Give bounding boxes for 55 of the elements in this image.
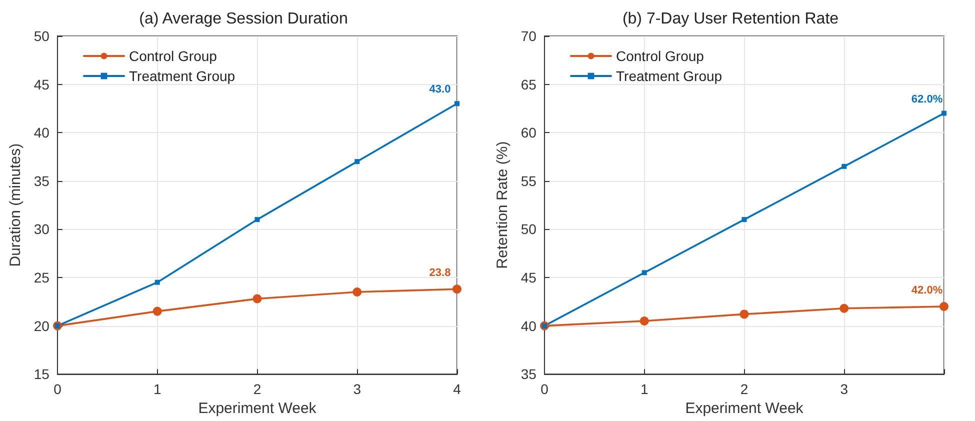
data-label: 42.0% [911, 284, 943, 296]
chart-title: (a) Average Session Duration [139, 10, 348, 28]
x-tick-label: 2 [253, 381, 262, 398]
y-tick-label: 40 [520, 318, 537, 334]
data-label: 43.0 [429, 84, 451, 96]
y-tick-label: 65 [520, 76, 537, 92]
x-tick-label: 4 [453, 381, 462, 398]
y-tick-label: 20 [34, 318, 50, 334]
point [742, 217, 747, 222]
x-tick-label: 0 [540, 381, 549, 398]
point [252, 294, 262, 304]
x-axis-title: Experiment Week [198, 400, 317, 417]
y-tick-label: 15 [34, 366, 50, 382]
y-tick-label: 70 [520, 28, 537, 44]
y-tick-label: 50 [34, 28, 50, 44]
x-tick-label: 3 [840, 381, 848, 398]
x-axis-title: Experiment Week [685, 400, 804, 417]
y-tick-label: 55 [520, 172, 537, 189]
point [354, 159, 360, 164]
y-tick-label: 40 [34, 124, 50, 141]
y-tick-label: 35 [520, 366, 537, 382]
legend-label: Control Group [616, 48, 704, 64]
y-tick-label: 50 [520, 221, 537, 238]
x-tick-label: 2 [740, 381, 748, 398]
x-tick-label: 0 [54, 381, 62, 398]
point [154, 280, 160, 285]
y-tick-label: 45 [520, 270, 537, 286]
point [452, 284, 462, 294]
y-tick-label: 25 [34, 270, 50, 286]
y-axis-title: Retention Rate (%) [494, 141, 511, 269]
x-tick-label: 1 [640, 381, 648, 398]
x-tick-label: 3 [353, 381, 362, 398]
legend-label: Treatment Group [129, 68, 236, 84]
point [152, 306, 162, 316]
y-axis-title: Duration (minutes) [7, 143, 24, 267]
point [454, 101, 460, 106]
point [642, 270, 647, 276]
y-tick-label: 30 [34, 221, 50, 238]
point [940, 302, 948, 311]
x-tick-label: 1 [153, 381, 162, 398]
point [254, 217, 260, 222]
point [942, 110, 946, 116]
legend-label: Treatment Group [616, 68, 722, 84]
data-label: 62.0% [911, 93, 943, 106]
point [352, 287, 362, 296]
point [640, 316, 649, 326]
y-tick-label: 35 [34, 172, 50, 189]
legend-label: Control Group [129, 48, 218, 64]
y-tick-label: 45 [34, 76, 50, 92]
data-label: 23.8 [429, 267, 451, 280]
point [740, 310, 749, 319]
chart-title: (b) 7-Day User Retention Rate [622, 10, 839, 28]
point [840, 304, 849, 313]
y-tick-label: 60 [520, 124, 537, 141]
point [842, 164, 847, 169]
